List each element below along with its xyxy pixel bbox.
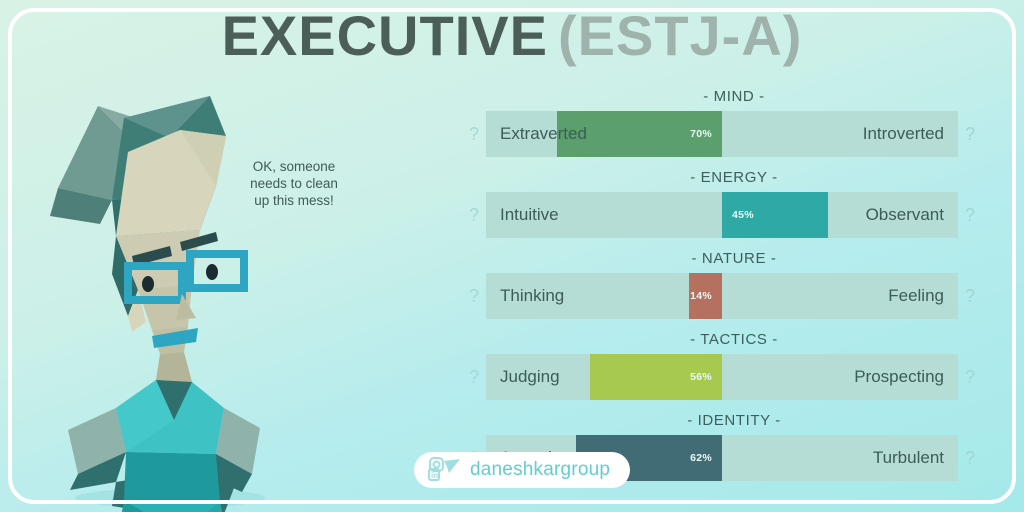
- character-illustration: [20, 78, 320, 512]
- trait-left-label-mind: Extraverted: [500, 124, 587, 143]
- trait-bar-line-energy: ? Intuitive Observant 45% ?: [462, 192, 982, 238]
- instagram-linkedin-telegram-icon: in: [428, 457, 460, 481]
- trait-track-energy[interactable]: Intuitive Observant 45%: [486, 192, 958, 238]
- trait-fill-nature: 14%: [688, 273, 722, 319]
- trait-value-mind: 70%: [690, 128, 712, 140]
- trait-row-mind: - MIND - ? Extraverted Introverted 70% ?: [462, 88, 982, 157]
- trait-value-tactics: 56%: [690, 371, 712, 383]
- trait-bar-line-mind: ? Extraverted Introverted 70% ?: [462, 111, 982, 157]
- speech-line-1: OK, someone: [252, 159, 336, 174]
- trait-fill-tactics: 56%: [589, 354, 722, 400]
- character-artwork: [50, 96, 265, 512]
- trait-bar-line-tactics: ? Judging Prospecting 56% ?: [462, 354, 982, 400]
- watermark-social-icons: in: [428, 457, 462, 483]
- watermark-badge: in daneshkargroup: [414, 452, 631, 488]
- trait-value-identity: 62%: [690, 452, 712, 464]
- trait-track-mind[interactable]: Extraverted Introverted 70%: [486, 111, 958, 157]
- trait-value-energy: 45%: [732, 209, 754, 221]
- trait-left-label-energy: Intuitive: [500, 205, 559, 224]
- trait-chart: - MIND - ? Extraverted Introverted 70% ?…: [462, 88, 982, 493]
- trait-left-label-tactics: Judging: [500, 367, 560, 386]
- trait-heading-mind: - MIND -: [703, 88, 765, 105]
- trait-right-label-tactics: Prospecting: [854, 367, 944, 386]
- trait-right-label-mind: Introverted: [862, 124, 944, 143]
- trait-heading-energy: - ENERGY -: [690, 169, 778, 186]
- help-icon-tactics-left[interactable]: ?: [468, 367, 479, 387]
- trait-row-nature: - NATURE - ? Thinking Feeling 14% ?: [462, 250, 982, 319]
- trait-row-energy: - ENERGY - ? Intuitive Observant 45% ?: [462, 169, 982, 238]
- trait-heading-nature: - NATURE -: [691, 250, 777, 267]
- svg-text:in: in: [431, 471, 438, 480]
- help-icon-tactics-right[interactable]: ?: [964, 367, 975, 387]
- trait-fill-energy: 45%: [722, 192, 829, 238]
- page-title: EXECUTIVE (ESTJ-A): [0, 4, 1024, 68]
- trait-bar-line-nature: ? Thinking Feeling 14% ?: [462, 273, 982, 319]
- help-icon-identity-right[interactable]: ?: [964, 448, 975, 468]
- speech-line-3: up this mess!: [254, 193, 334, 208]
- trait-heading-identity: - IDENTITY -: [687, 412, 781, 429]
- character-speech-text: OK, someone needs to clean up this mess!: [232, 158, 356, 209]
- speech-line-2: needs to clean: [250, 176, 338, 191]
- trait-row-tactics: - TACTICS - ? Judging Prospecting 56% ?: [462, 331, 982, 400]
- trait-fill-mind: 70%: [556, 111, 722, 157]
- trait-right-label-energy: Observant: [865, 205, 944, 224]
- trait-track-tactics[interactable]: Judging Prospecting 56%: [486, 354, 958, 400]
- help-icon-mind-left[interactable]: ?: [468, 124, 479, 144]
- help-icon-nature-left[interactable]: ?: [468, 286, 479, 306]
- watermark-text: daneshkargroup: [470, 459, 611, 480]
- page-title-code: (ESTJ-A): [557, 4, 803, 67]
- trait-value-nature: 14%: [690, 290, 712, 302]
- trait-left-label-nature: Thinking: [500, 286, 565, 305]
- help-icon-energy-left[interactable]: ?: [468, 205, 479, 225]
- help-icon-nature-right[interactable]: ?: [964, 286, 975, 306]
- trait-right-label-nature: Feeling: [888, 286, 944, 305]
- trait-track-nature[interactable]: Thinking Feeling 14%: [486, 273, 958, 319]
- help-icon-mind-right[interactable]: ?: [964, 124, 975, 144]
- trait-heading-tactics: - TACTICS -: [690, 331, 778, 348]
- page-title-personality: EXECUTIVE: [221, 4, 548, 67]
- trait-right-label-identity: Turbulent: [872, 448, 944, 467]
- help-icon-energy-right[interactable]: ?: [964, 205, 975, 225]
